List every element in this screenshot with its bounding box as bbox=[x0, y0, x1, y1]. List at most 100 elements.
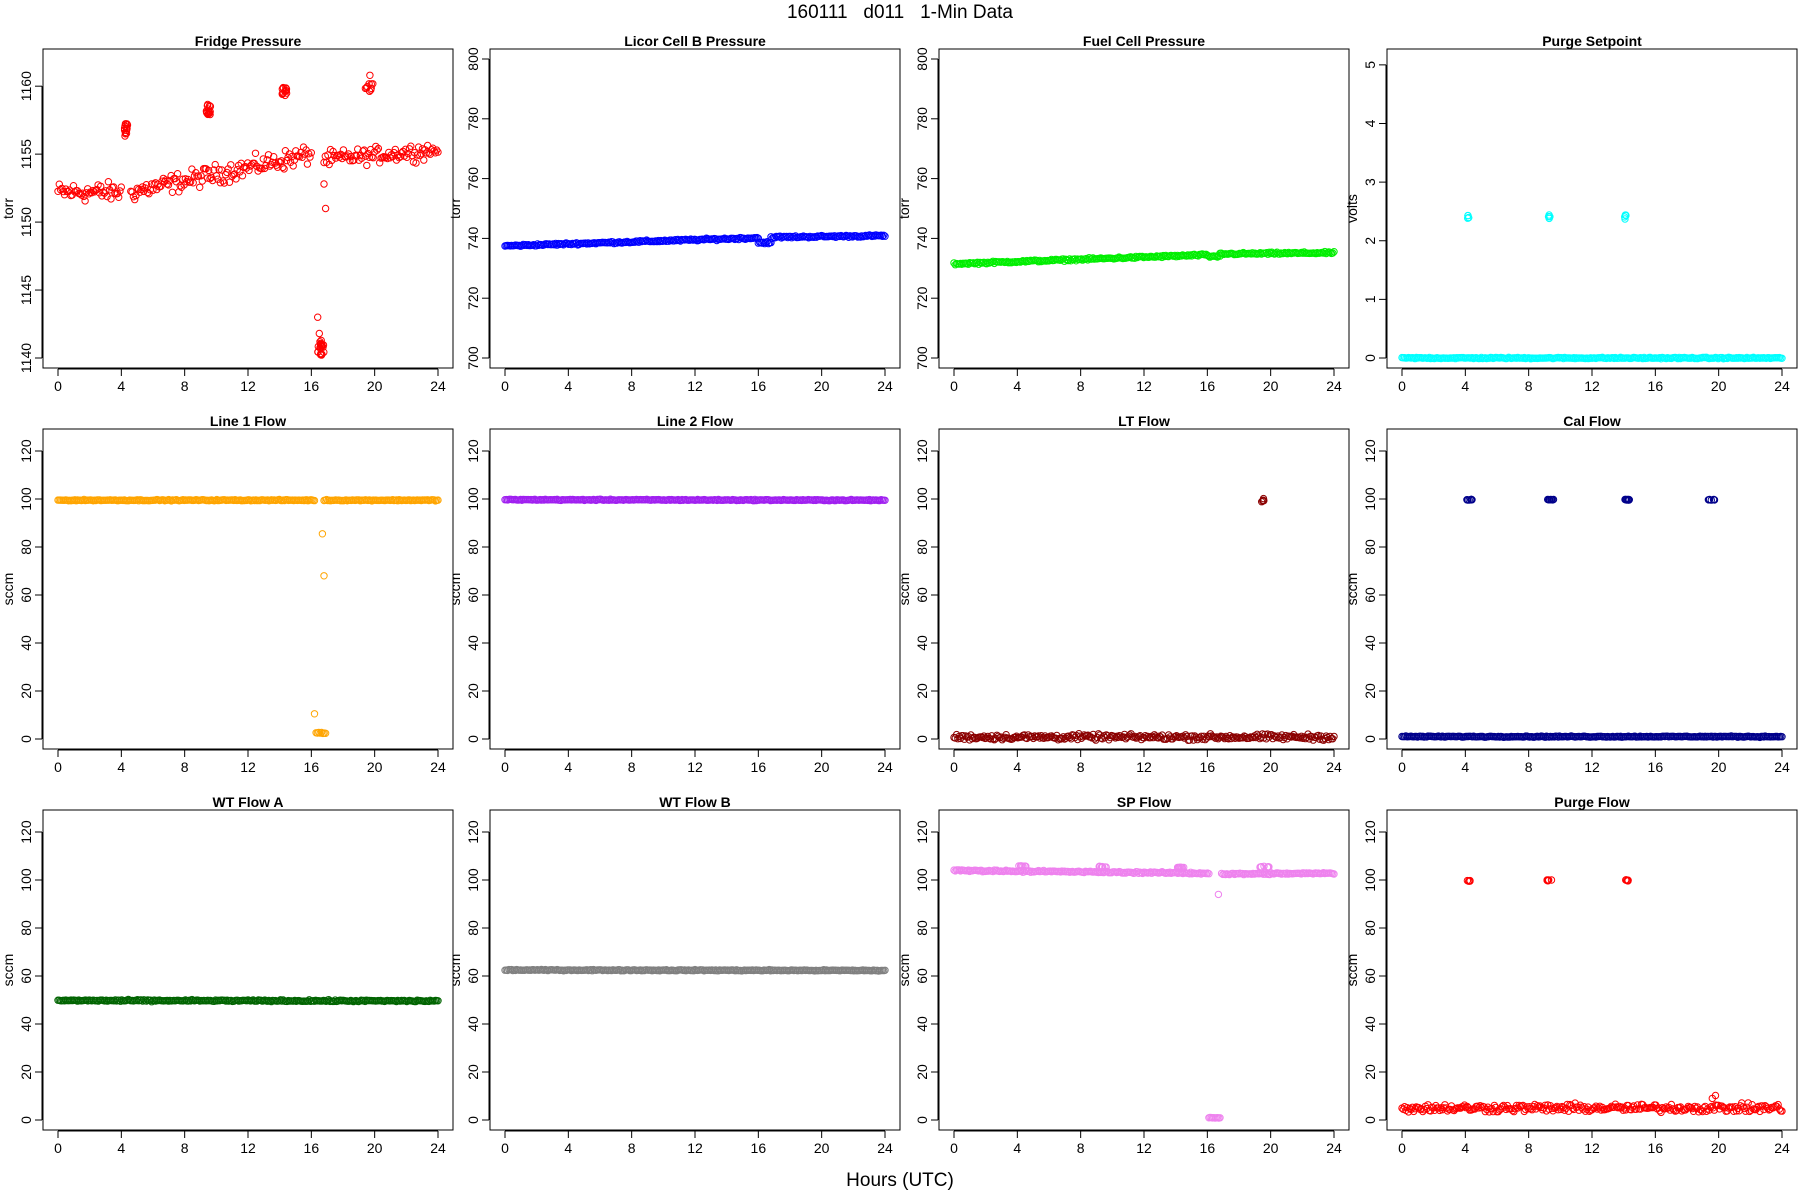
y-tick-label: 80 bbox=[18, 539, 34, 555]
data-point bbox=[282, 85, 291, 93]
plot-frame bbox=[938, 48, 1350, 369]
y-tick-label: 720 bbox=[914, 286, 930, 310]
x-tick-label: 8 bbox=[1077, 378, 1085, 394]
y-tick-label: 120 bbox=[914, 820, 930, 844]
x-tick-label: 16 bbox=[751, 378, 767, 394]
data-point bbox=[1259, 497, 1267, 505]
data-point bbox=[1216, 252, 1224, 260]
x-tick-label: 8 bbox=[181, 759, 189, 775]
data-point bbox=[412, 159, 420, 167]
plot-frame bbox=[938, 809, 1350, 1131]
data-point bbox=[1066, 733, 1074, 742]
x-tick-label: 24 bbox=[1774, 378, 1790, 394]
y-tick-label: 4 bbox=[1362, 119, 1378, 127]
data-point bbox=[242, 164, 251, 172]
data-point bbox=[876, 496, 884, 505]
data-point bbox=[1065, 255, 1074, 263]
plot-frame bbox=[1386, 48, 1798, 369]
y-tick-label: 40 bbox=[18, 1016, 34, 1032]
x-tick-label: 0 bbox=[501, 1140, 509, 1156]
plot-frame bbox=[489, 48, 901, 369]
y-axis-label: sccm bbox=[1344, 954, 1360, 987]
y-tick-label: 740 bbox=[914, 227, 930, 251]
data-point bbox=[1258, 730, 1267, 738]
data-points bbox=[501, 231, 889, 250]
data-point bbox=[205, 166, 213, 175]
data-point bbox=[1499, 1101, 1508, 1110]
x-tick-label: 24 bbox=[1774, 759, 1790, 775]
y-tick-label: 0 bbox=[914, 1116, 930, 1124]
data-point bbox=[189, 179, 197, 187]
x-tick-label: 4 bbox=[1013, 1140, 1021, 1156]
data-point bbox=[188, 165, 196, 173]
y-axis-label: sccm bbox=[447, 573, 463, 606]
y-axis-label: sccm bbox=[0, 573, 16, 606]
x-tick-label: 24 bbox=[877, 759, 893, 775]
data-point bbox=[1545, 214, 1553, 223]
data-point bbox=[1258, 498, 1266, 506]
y-tick-label: 0 bbox=[18, 735, 34, 743]
data-point bbox=[1464, 211, 1472, 220]
data-point bbox=[232, 175, 240, 183]
data-point bbox=[1536, 1102, 1544, 1110]
x-axis: 0 4 8 12 16 20 24 bbox=[501, 749, 893, 775]
x-axis: 0 4 8 12 16 20 24 bbox=[501, 368, 893, 394]
data-point bbox=[329, 147, 337, 156]
chart-title: Purge Setpoint bbox=[1542, 33, 1642, 49]
x-tick-label: 8 bbox=[628, 1140, 636, 1156]
y-tick-label: 40 bbox=[914, 1016, 930, 1032]
data-point bbox=[1711, 1091, 1720, 1100]
data-point bbox=[416, 151, 424, 160]
y-axis: 0 20 40 60 80 100 120 bbox=[914, 820, 939, 1124]
x-tick-label: 12 bbox=[240, 1140, 256, 1156]
data-point bbox=[1744, 1099, 1752, 1107]
data-point bbox=[279, 89, 287, 98]
data-point bbox=[403, 153, 411, 162]
data-point bbox=[363, 161, 371, 170]
data-point bbox=[434, 496, 442, 504]
data-point bbox=[767, 238, 775, 247]
data-point bbox=[1710, 496, 1719, 504]
x-axis: 0 4 8 12 16 20 24 bbox=[1398, 368, 1790, 394]
y-axis-label: torr bbox=[447, 198, 463, 219]
data-point bbox=[1404, 1108, 1413, 1116]
plot-frame bbox=[938, 428, 1350, 750]
y-tick-label: 0 bbox=[1362, 354, 1378, 362]
y-tick-label: 40 bbox=[465, 1016, 481, 1032]
data-point bbox=[1480, 1103, 1488, 1111]
y-axis: 700 720 740 760 780 800 bbox=[914, 47, 939, 370]
x-tick-label: 20 bbox=[367, 378, 383, 394]
panel-9: WT Flow A sccm 0 4 8 12 16 20 24 0 20 40 60 80 100 120 bbox=[0, 794, 454, 1156]
x-tick-label: 0 bbox=[950, 378, 958, 394]
data-point bbox=[315, 329, 323, 338]
data-point bbox=[172, 178, 181, 186]
data-points bbox=[950, 494, 1338, 744]
data-point bbox=[1016, 862, 1025, 870]
data-point bbox=[374, 144, 383, 153]
data-point bbox=[1330, 732, 1338, 741]
data-point bbox=[378, 153, 386, 162]
x-tick-label: 12 bbox=[1584, 1140, 1600, 1156]
chart-title: LT Flow bbox=[1118, 413, 1170, 429]
data-point bbox=[1215, 251, 1223, 259]
data-point bbox=[1541, 1101, 1549, 1110]
data-point bbox=[307, 149, 315, 157]
x-tick-label: 24 bbox=[1326, 1140, 1342, 1156]
data-point bbox=[1563, 1100, 1572, 1109]
data-point bbox=[433, 146, 441, 154]
data-point bbox=[251, 149, 260, 158]
data-point bbox=[1778, 733, 1786, 741]
data-point bbox=[264, 151, 273, 159]
x-tick-label: 20 bbox=[814, 378, 830, 394]
panel-6: Line 2 Flow sccm 0 4 8 12 16 20 24 0 20 40 60 80 100 12… bbox=[447, 413, 901, 775]
data-point bbox=[325, 160, 333, 169]
y-tick-label: 100 bbox=[1362, 868, 1378, 892]
data-point bbox=[1533, 1102, 1542, 1110]
data-point bbox=[347, 152, 355, 161]
x-axis: 0 4 8 12 16 20 24 bbox=[950, 749, 1342, 775]
y-tick-label: 1155 bbox=[18, 139, 34, 169]
data-point bbox=[420, 156, 428, 164]
y-tick-label: 120 bbox=[1362, 820, 1378, 844]
